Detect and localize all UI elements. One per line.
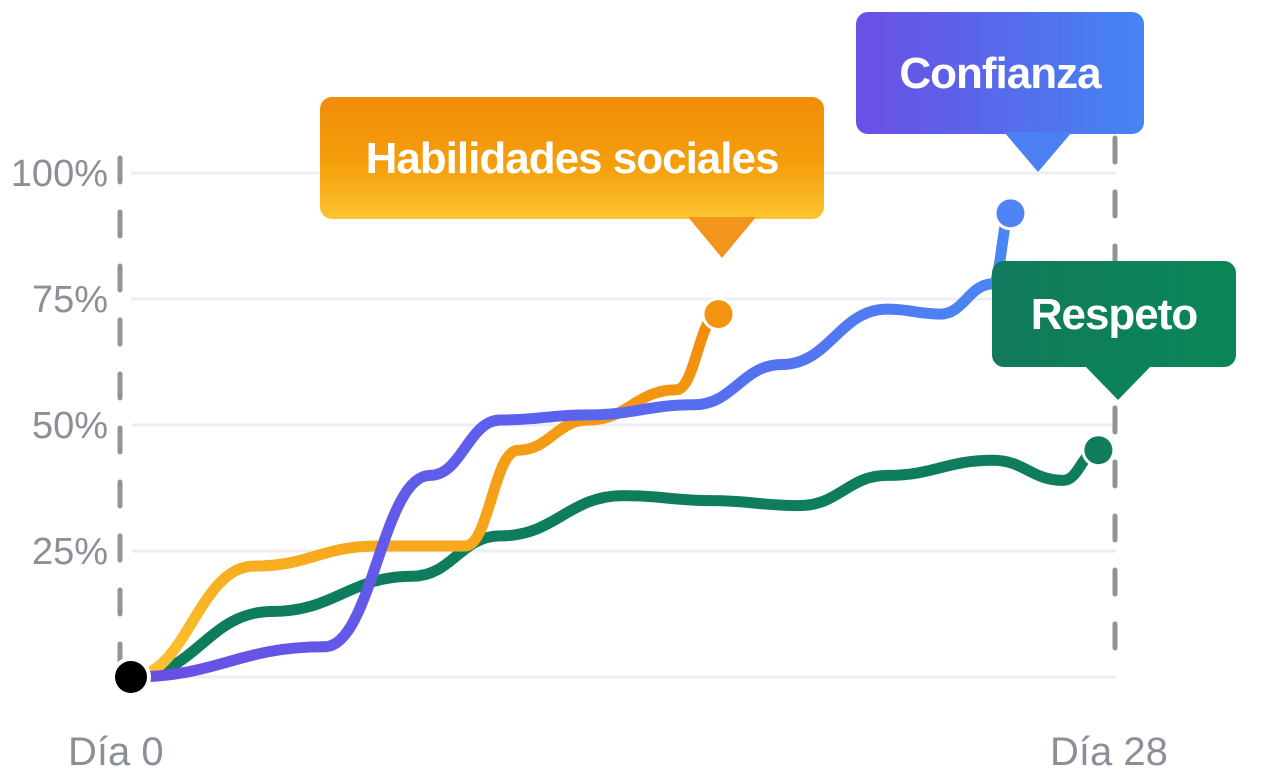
series-name-label: Habilidades sociales bbox=[366, 134, 779, 183]
series-name-label: Confianza bbox=[899, 49, 1102, 98]
origin-marker bbox=[115, 661, 147, 693]
series-end-marker bbox=[1084, 436, 1113, 465]
series-line-2 bbox=[125, 444, 1104, 683]
series-lines bbox=[125, 207, 1104, 683]
callout-1: Confianza bbox=[856, 12, 1144, 172]
callout-2: Respeto bbox=[992, 261, 1236, 400]
callout-pointer bbox=[1004, 132, 1072, 172]
series-end-marker bbox=[704, 300, 733, 329]
y-tick-label: 75% bbox=[32, 279, 108, 321]
series-markers bbox=[111, 196, 1116, 697]
callout-box bbox=[992, 261, 1236, 367]
series-end-marker bbox=[996, 199, 1025, 228]
callout-pointer bbox=[1084, 365, 1152, 400]
y-tick-label: 50% bbox=[32, 405, 108, 447]
callout-box bbox=[320, 97, 824, 219]
callout-pointer bbox=[688, 217, 756, 258]
series-line-1 bbox=[125, 207, 1016, 683]
callout-box bbox=[856, 12, 1144, 134]
y-tick-label: 25% bbox=[32, 531, 108, 573]
series-line-0 bbox=[125, 308, 724, 683]
callout-0: Habilidades sociales bbox=[320, 97, 824, 258]
x-end-label: Día 28 bbox=[1050, 730, 1168, 769]
axes bbox=[117, 135, 1118, 675]
series-callouts: Habilidades sociales Confianza Respeto bbox=[320, 12, 1236, 400]
x-start-label: Día 0 bbox=[68, 730, 164, 769]
y-tick-label: 100% bbox=[11, 153, 108, 195]
series-name-label: Respeto bbox=[1031, 290, 1198, 339]
